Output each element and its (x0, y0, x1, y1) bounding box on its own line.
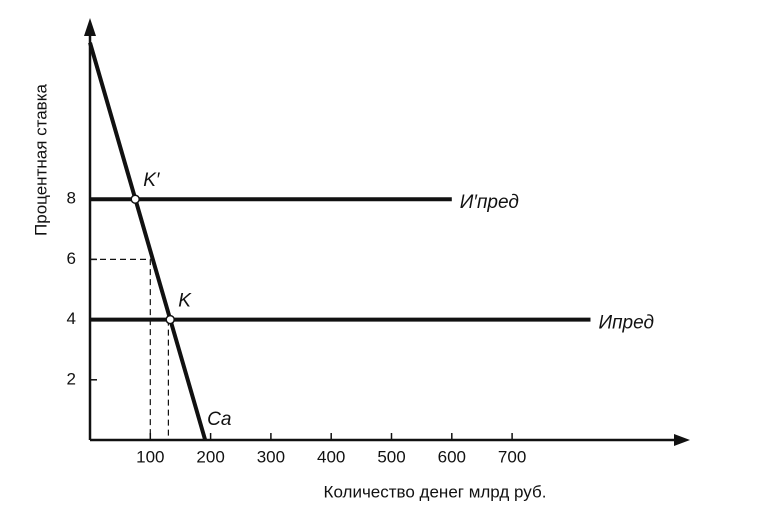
series-line (88, 42, 208, 441)
y-tick-label: 4 (67, 309, 76, 328)
y-axis-arrow (84, 18, 96, 36)
intersection-point (165, 314, 175, 325)
y-tick-label: 8 (67, 189, 76, 208)
y-tick-label: 6 (67, 249, 76, 268)
x-tick-label: 400 (317, 447, 345, 466)
x-axis-label: Количество денег млрд руб. (324, 482, 547, 501)
intersection-point (130, 194, 140, 204)
series-label: Cа (207, 409, 231, 430)
x-tick-label: 700 (498, 447, 526, 466)
x-tick-label: 200 (196, 447, 224, 466)
x-tick-label: 600 (438, 447, 466, 466)
guide-line (90, 258, 151, 440)
x-tick-label: 500 (377, 447, 405, 466)
point-label: K (178, 291, 192, 312)
x-tick-label: 300 (257, 447, 285, 466)
x-tick-label: 100 (136, 447, 164, 466)
point-label: K′ (143, 170, 161, 191)
series-label: Ипред (598, 313, 653, 334)
x-axis-arrow (674, 434, 690, 446)
y-tick-label: 2 (67, 369, 76, 388)
series-label: И′пред (460, 192, 519, 213)
y-axis-label: Процентная ставка (31, 83, 50, 235)
